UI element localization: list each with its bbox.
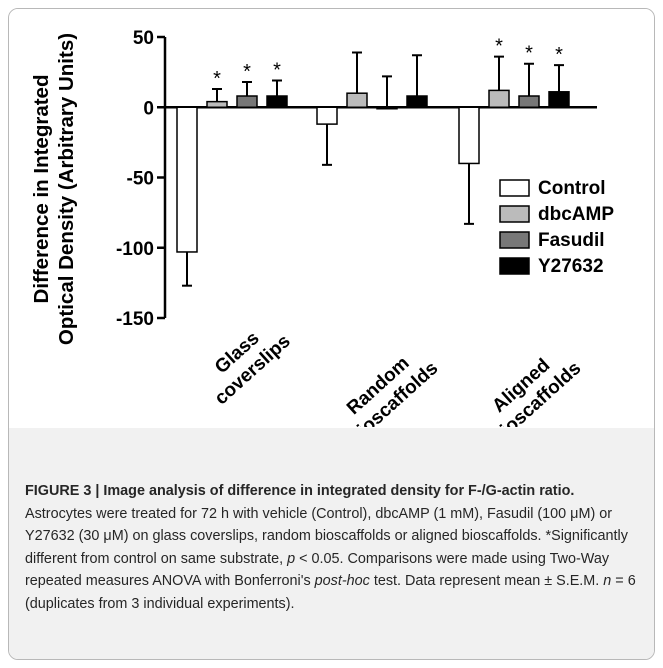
x-axis: Glasscoverslips Randombioscaffolds Aligned… xyxy=(165,106,597,448)
caption-label: FIGURE 3 | Image analysis of difference … xyxy=(25,483,575,499)
significance-asterisk: * xyxy=(525,43,533,65)
legend-swatch xyxy=(499,231,530,249)
caption-text-4: = 6 (duplicates from 3 individual experi… xyxy=(25,573,636,612)
significance-asterisk: * xyxy=(273,60,281,82)
caption-text-3: test. Data represent mean ± S.E.M. xyxy=(369,573,604,590)
figure-caption: FIGURE 3 | Image analysis of difference … xyxy=(25,480,643,616)
legend-label: dbcAMP xyxy=(538,204,614,225)
bar xyxy=(376,106,398,110)
y-tick-label: -50 xyxy=(127,169,154,190)
figure-container: 50 0 -50 -100 -150 Glasscoverslips Randombios… xyxy=(8,8,655,660)
bar xyxy=(518,95,540,109)
bar-chart: 50 0 -50 -100 -150 Glasscoverslips Randombios… xyxy=(30,28,614,448)
bar xyxy=(548,91,570,108)
bar xyxy=(236,95,258,109)
x-category-label: Glasscoverslips xyxy=(195,314,294,410)
bar xyxy=(488,89,510,108)
x-category-label: Randombioscaffolds xyxy=(330,341,443,427)
caption-panel: FIGURE 3 | Image analysis of difference … xyxy=(9,428,654,659)
significance-asterisk: * xyxy=(495,36,503,58)
y-axis-title-line2: Optical Density (Arbitrary Units) xyxy=(55,33,78,345)
y-tick-label: -100 xyxy=(116,239,154,260)
bars: * * * * * * xyxy=(176,36,570,287)
bar xyxy=(406,95,428,109)
legend: Control dbcAMP Fasudil Y27632 xyxy=(499,178,614,277)
y-tick-label: -150 xyxy=(116,309,154,330)
legend-swatch xyxy=(499,179,530,197)
significance-asterisk: * xyxy=(243,61,251,83)
y-axis-title-line1: Difference in Integrated xyxy=(30,75,53,304)
bar xyxy=(316,106,338,125)
bar xyxy=(206,100,228,108)
y-axis: 50 0 -50 -100 -150 xyxy=(116,28,167,330)
chart-area: 50 0 -50 -100 -150 Glasscoverslips Randombios… xyxy=(9,9,654,448)
x-category-label: Alignedbioscaffolds xyxy=(473,341,586,427)
bar xyxy=(346,92,368,108)
y-tick-label: 0 xyxy=(143,98,154,119)
legend-label: Control xyxy=(538,178,606,199)
bar xyxy=(458,106,480,165)
caption-text-1: Astrocytes were treated for 72 h with ve… xyxy=(25,505,628,567)
caption-n-symbol: n xyxy=(603,573,612,590)
significance-asterisk: * xyxy=(555,44,563,66)
y-tick-label: 50 xyxy=(133,28,154,49)
caption-posthoc: post-hoc xyxy=(314,573,370,590)
caption-p-symbol: p xyxy=(287,550,296,567)
significance-asterisk: * xyxy=(213,68,221,90)
legend-label: Y27632 xyxy=(538,256,604,277)
bar xyxy=(266,95,288,109)
legend-label: Fasudil xyxy=(538,230,605,251)
caption-text-2: < 0.05. Comparisons were made using Two-… xyxy=(25,550,610,590)
bar xyxy=(176,106,198,253)
legend-swatch xyxy=(499,257,530,275)
legend-swatch xyxy=(499,205,530,223)
